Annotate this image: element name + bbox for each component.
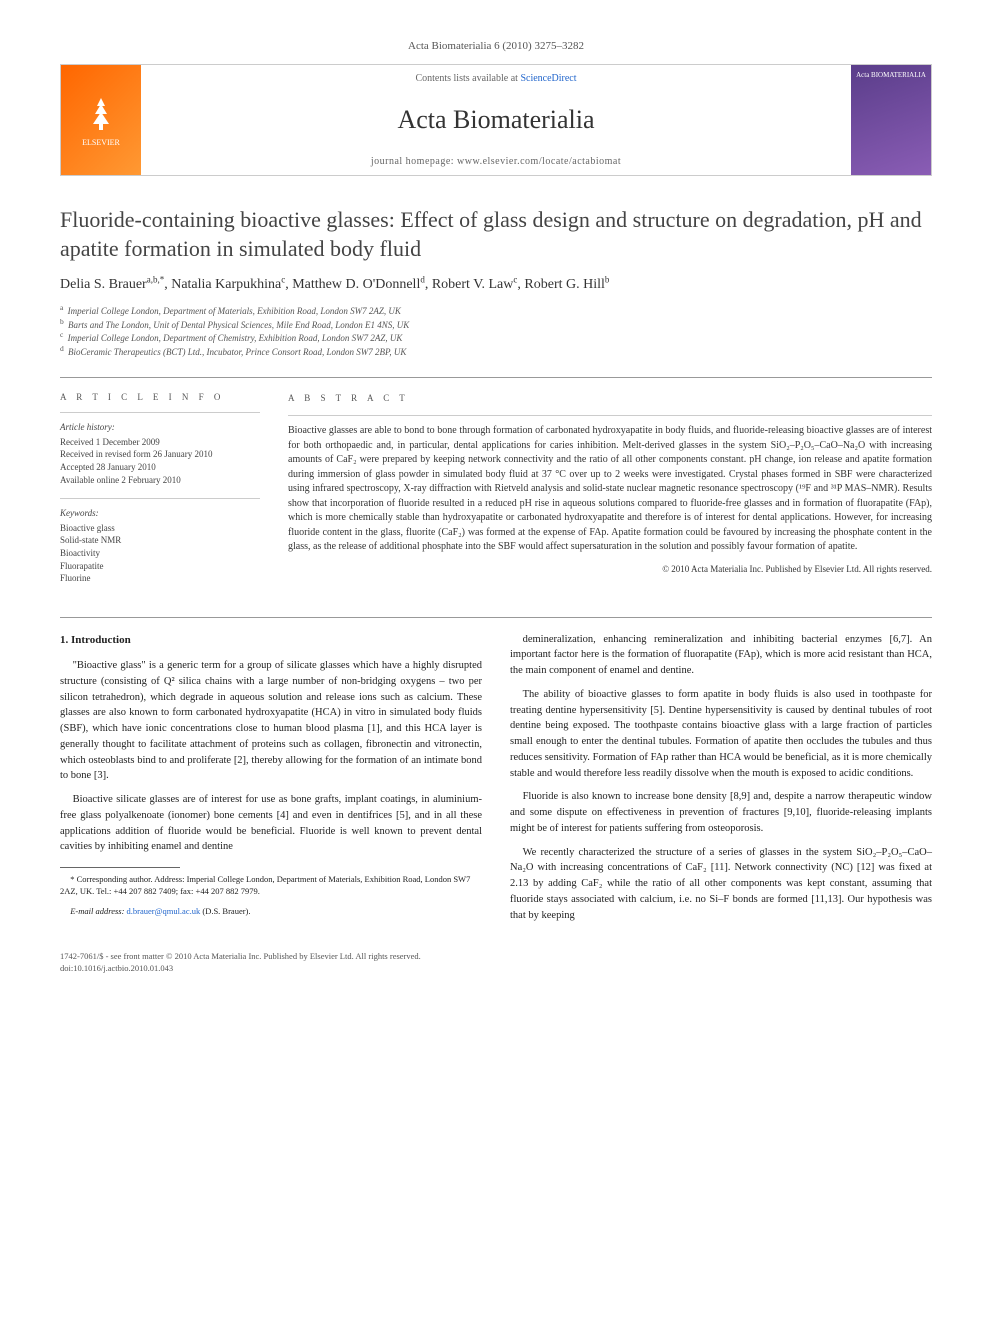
abstract-text: Bioactive glasses are able to bond to bo… (288, 424, 932, 555)
paragraph: The ability of bioactive glasses to form… (510, 687, 932, 782)
author-list: Delia S. Brauera,b,*, Natalia Karpukhina… (60, 277, 932, 293)
paragraph: Fluoride is also known to increase bone … (510, 789, 932, 836)
article-info-heading: A R T I C L E I N F O (60, 392, 260, 402)
section-heading: 1. Introduction (60, 632, 482, 649)
running-header: Acta Biomaterialia 6 (2010) 3275–3282 (60, 40, 932, 52)
publisher-logo: ELSEVIER (61, 65, 141, 175)
email-footnote: E-mail address: d.brauer@qmul.ac.uk (D.S… (60, 906, 482, 918)
corresponding-author-footnote: * Corresponding author. Address: Imperia… (60, 874, 482, 898)
footnote-rule (60, 867, 180, 868)
keywords-label: Keywords: (60, 507, 260, 520)
journal-banner: ELSEVIER Contents lists available at Sci… (60, 64, 932, 176)
paragraph: demineralization, enhancing remineraliza… (510, 632, 932, 679)
journal-homepage: journal homepage: www.elsevier.com/locat… (371, 156, 621, 167)
publisher-name: ELSEVIER (82, 138, 120, 147)
elsevier-tree-icon (83, 94, 119, 134)
article-body: 1. Introduction "Bioactive glass" is a g… (60, 632, 932, 932)
abstract-copyright: © 2010 Acta Materialia Inc. Published by… (288, 563, 932, 576)
sciencedirect-link[interactable]: ScienceDirect (520, 73, 576, 84)
article-title: Fluoride-containing bioactive glasses: E… (60, 206, 932, 263)
journal-cover-thumb: Acta BIOMATERIALIA (851, 65, 931, 175)
abstract-heading: A B S T R A C T (288, 392, 932, 405)
divider (60, 617, 932, 618)
paragraph: We recently characterized the structure … (510, 845, 932, 924)
email-link[interactable]: d.brauer@qmul.ac.uk (127, 906, 201, 916)
article-history: Received 1 December 2009Received in revi… (60, 436, 260, 486)
divider (60, 377, 932, 378)
paragraph: "Bioactive glass" is a generic term for … (60, 658, 482, 784)
history-label: Article history: (60, 421, 260, 434)
page-footer: 1742-7061/$ - see front matter © 2010 Ac… (60, 951, 932, 975)
contents-availability: Contents lists available at ScienceDirec… (415, 73, 576, 84)
affiliations: a Imperial College London, Department of… (60, 305, 932, 359)
keywords-list: Bioactive glassSolid-state NMRBioactivit… (60, 522, 260, 585)
journal-name: Acta Biomaterialia (397, 105, 594, 135)
paragraph: Bioactive silicate glasses are of intere… (60, 792, 482, 855)
